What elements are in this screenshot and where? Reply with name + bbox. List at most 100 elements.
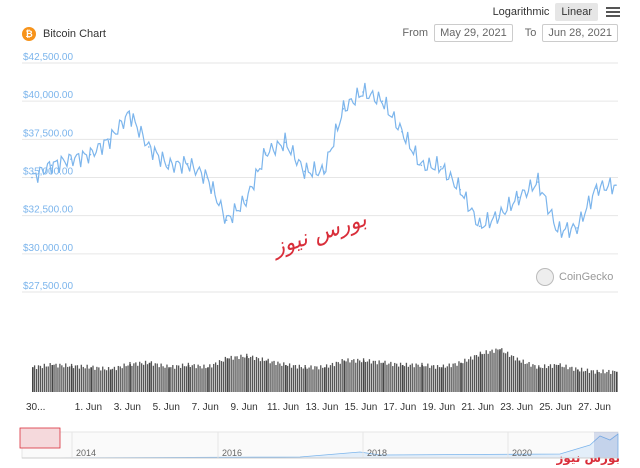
- volume-bar: [397, 366, 400, 392]
- volume-bar: [388, 363, 390, 392]
- menu-icon[interactable]: [606, 5, 620, 19]
- price-point: [459, 188, 462, 191]
- volume-bar: [543, 364, 546, 392]
- price-point: [148, 146, 150, 148]
- x-tick-label: 9. Jun: [231, 402, 258, 413]
- x-tick-label: 5. Jun: [153, 402, 180, 413]
- volume-bar: [273, 360, 275, 392]
- volume-bar: [199, 366, 201, 392]
- volume-bar: [117, 365, 119, 392]
- volume-bar: [253, 360, 256, 392]
- volume-bar: [211, 367, 213, 392]
- x-tick-label: 3. Jun: [114, 402, 141, 413]
- scale-toggle: Logarithmic Linear: [487, 3, 620, 21]
- volume-bar: [205, 368, 207, 392]
- volume-bar: [119, 366, 121, 392]
- volume-bar: [195, 368, 197, 392]
- price-point: [556, 230, 559, 232]
- volume-bar: [575, 367, 577, 392]
- from-label: From: [402, 27, 429, 39]
- volume-bar: [191, 365, 193, 392]
- volume-bar: [553, 364, 556, 392]
- volume-bar: [96, 366, 98, 392]
- volume-bar: [135, 362, 137, 392]
- volume-bar: [573, 370, 575, 392]
- price-point: [206, 176, 208, 179]
- x-tick-label: 17. Jun: [383, 402, 416, 413]
- volume-bar: [133, 363, 135, 392]
- volume-bar: [501, 348, 503, 392]
- volume-bar: [351, 360, 353, 392]
- volume-bar: [434, 368, 437, 392]
- volume-day-bar: [109, 369, 112, 392]
- volume-bar: [481, 354, 483, 392]
- price-point: [362, 91, 364, 93]
- volume-bar: [100, 370, 102, 392]
- price-point: [576, 227, 578, 229]
- volume-bar: [259, 361, 262, 392]
- volume-bar: [137, 365, 139, 392]
- volume-bar: [522, 359, 524, 392]
- volume-bar: [139, 361, 141, 392]
- volume-bar: [160, 363, 162, 392]
- volume-bar: [475, 355, 478, 392]
- volume-bar: [606, 371, 608, 392]
- volume-bar: [390, 361, 392, 392]
- volume-bar: [493, 352, 495, 392]
- volume-day-bar: [596, 371, 599, 392]
- price-point: [498, 214, 501, 217]
- volume-bar: [542, 368, 544, 392]
- volume-bar: [339, 363, 341, 392]
- from-date-input[interactable]: May 29, 2021: [434, 24, 513, 42]
- volume-day-bar: [129, 364, 131, 392]
- volume-day-bar: [421, 365, 423, 392]
- volume-bar: [545, 368, 548, 392]
- volume-bar: [602, 369, 604, 392]
- volume-bar: [438, 367, 441, 392]
- volume-bar: [240, 354, 242, 392]
- volume-bar: [357, 358, 359, 392]
- logarithmic-button[interactable]: Logarithmic: [492, 6, 550, 18]
- volume-bar: [257, 358, 260, 392]
- volume-day-bar: [168, 367, 170, 392]
- volume-bar: [125, 366, 127, 392]
- price-point: [128, 112, 131, 115]
- volume-day-bar: [538, 367, 540, 392]
- volume-bar: [203, 364, 205, 392]
- volume-bar: [462, 363, 464, 392]
- volume-bar: [514, 360, 517, 392]
- volume-bar: [164, 367, 166, 392]
- volume-bar: [47, 366, 49, 392]
- volume-bar: [470, 356, 472, 392]
- linear-button[interactable]: Linear: [555, 3, 598, 21]
- volume-bar: [189, 367, 191, 392]
- volume-bar: [283, 362, 285, 392]
- volume-bar: [561, 366, 563, 392]
- navigator-year-label: 2016: [222, 448, 242, 458]
- volume-bar: [355, 362, 357, 392]
- volume-bar: [512, 355, 515, 392]
- volume-bar: [244, 357, 246, 392]
- price-point: [245, 199, 247, 202]
- price-point: [323, 170, 325, 173]
- price-point: [264, 152, 267, 154]
- price-point: [537, 181, 539, 183]
- volume-day-bar: [382, 362, 384, 392]
- volume-day-bar: [577, 369, 579, 392]
- volume-bar: [341, 359, 343, 392]
- volume-bar: [102, 366, 104, 392]
- volume-bar: [183, 366, 186, 392]
- volume-bar: [275, 364, 277, 392]
- volume-bar: [228, 358, 230, 392]
- volume-bar: [485, 350, 487, 392]
- volume-bar: [506, 351, 509, 392]
- volume-bar: [372, 360, 374, 392]
- volume-bar: [300, 367, 302, 392]
- volume-bar: [197, 364, 199, 392]
- price-point: [50, 164, 53, 167]
- volume-bar: [238, 359, 240, 392]
- to-date-input[interactable]: Jun 28, 2021: [542, 24, 618, 42]
- volume-bar: [170, 367, 172, 392]
- volume-bar: [396, 363, 398, 392]
